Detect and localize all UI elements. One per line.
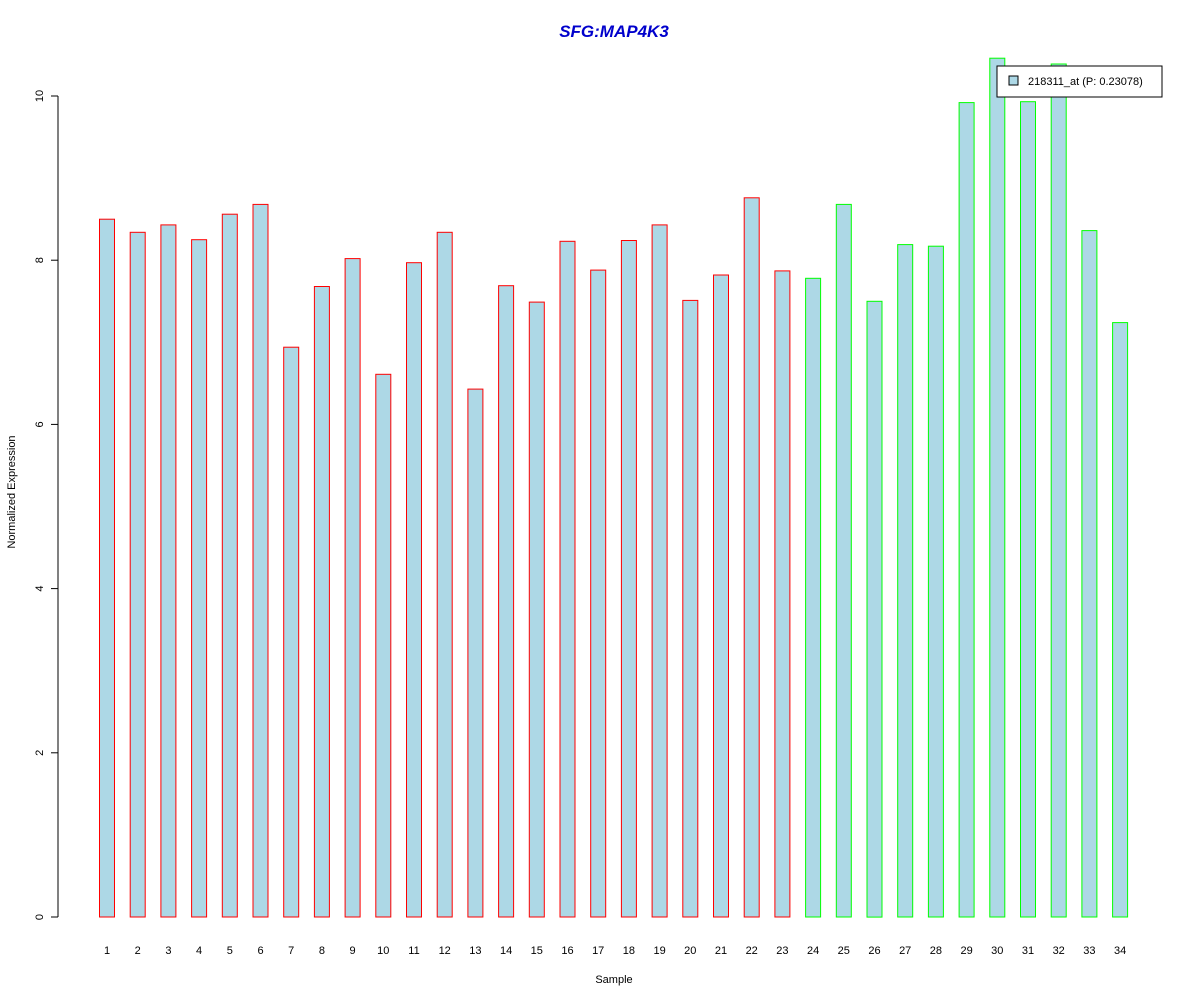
x-tick-label: 1 — [104, 945, 110, 957]
x-tick-label: 11 — [408, 945, 419, 957]
bar — [743, 197, 760, 918]
bar — [528, 301, 545, 918]
y-axis: 0 2 4 6 8 10 — [34, 90, 59, 920]
x-tick-label: 33 — [1083, 945, 1095, 957]
legend-label: 218311_at (P: 0.23078) — [1028, 76, 1143, 88]
bar — [590, 269, 607, 918]
x-tick-label: 22 — [746, 945, 758, 957]
bar — [651, 224, 668, 918]
bar — [1112, 322, 1129, 918]
x-tick-label: 25 — [838, 945, 850, 957]
y-tick-label: 6 — [34, 421, 46, 427]
bar — [436, 231, 453, 918]
x-tick-label: 6 — [257, 945, 263, 957]
bar — [375, 373, 392, 918]
x-tick-label: 31 — [1022, 945, 1034, 957]
y-tick-label: 0 — [34, 914, 46, 920]
x-tick-label: 7 — [288, 945, 294, 957]
bar — [1050, 63, 1067, 918]
legend-swatch — [1008, 75, 1019, 86]
x-tick-label: 9 — [350, 945, 356, 957]
bar-series — [99, 57, 1129, 918]
x-tick-label: 17 — [592, 945, 604, 957]
x-tick-label: 28 — [930, 945, 942, 957]
bar — [713, 274, 729, 918]
bar — [805, 277, 822, 918]
bar — [221, 213, 238, 918]
x-tick-label: 8 — [319, 945, 325, 957]
bar — [1020, 101, 1036, 918]
legend-box — [996, 65, 1163, 98]
bar — [835, 203, 852, 918]
bar — [252, 203, 269, 918]
bar — [99, 218, 115, 918]
legend: 218311_at (P: 0.23078) — [996, 65, 1163, 98]
x-tick-label: 12 — [439, 945, 451, 957]
bar — [620, 240, 637, 918]
x-tick-label: 18 — [623, 945, 635, 957]
bar — [927, 245, 944, 918]
y-tick-label: 2 — [34, 750, 46, 756]
x-tick-label: 5 — [227, 945, 233, 957]
bar — [958, 102, 975, 918]
chart-title: SFG:MAP4K3 — [559, 22, 669, 41]
x-tick-label: 23 — [776, 945, 788, 957]
x-tick-label: 30 — [991, 945, 1003, 957]
bar — [498, 285, 515, 918]
x-tick-label: 13 — [469, 945, 481, 957]
y-tick-label: 10 — [34, 90, 46, 102]
x-axis-label: Sample — [595, 974, 632, 986]
x-tick-label: 3 — [165, 945, 171, 957]
bar — [774, 270, 791, 918]
x-tick-label: 27 — [899, 945, 911, 957]
x-tick-label: 16 — [561, 945, 573, 957]
x-axis-tick-labels: 1 2 3 4 5 6 7 8 9 10 11 12 13 14 15 16 17 18 19 20 21 22 23 24 2… — [104, 945, 1126, 957]
x-tick-label: 14 — [500, 945, 512, 957]
bar — [866, 300, 883, 918]
bar — [682, 299, 699, 918]
bar — [160, 224, 177, 918]
bar — [559, 240, 576, 918]
x-tick-label: 32 — [1053, 945, 1065, 957]
x-tick-label: 15 — [531, 945, 543, 957]
y-tick-label: 4 — [34, 586, 46, 592]
x-tick-label: 26 — [868, 945, 880, 957]
bar — [283, 346, 300, 918]
x-tick-label: 34 — [1114, 945, 1126, 957]
x-tick-label: 21 — [715, 945, 727, 957]
bar — [406, 262, 422, 918]
bar — [344, 258, 361, 918]
bar — [129, 231, 146, 918]
x-tick-label: 24 — [807, 945, 819, 957]
bar — [1081, 230, 1098, 918]
bar — [897, 244, 914, 918]
x-tick-label: 29 — [960, 945, 972, 957]
x-tick-label: 19 — [653, 945, 665, 957]
bar — [989, 57, 1006, 918]
y-tick-label: 8 — [34, 257, 46, 263]
bar — [313, 286, 330, 918]
x-tick-label: 4 — [196, 945, 202, 957]
bar — [191, 239, 208, 918]
y-axis-label: Normalized Expression — [6, 435, 18, 548]
x-tick-label: 20 — [684, 945, 696, 957]
x-tick-label: 2 — [135, 945, 141, 957]
x-tick-label: 10 — [377, 945, 389, 957]
bar — [467, 388, 484, 918]
